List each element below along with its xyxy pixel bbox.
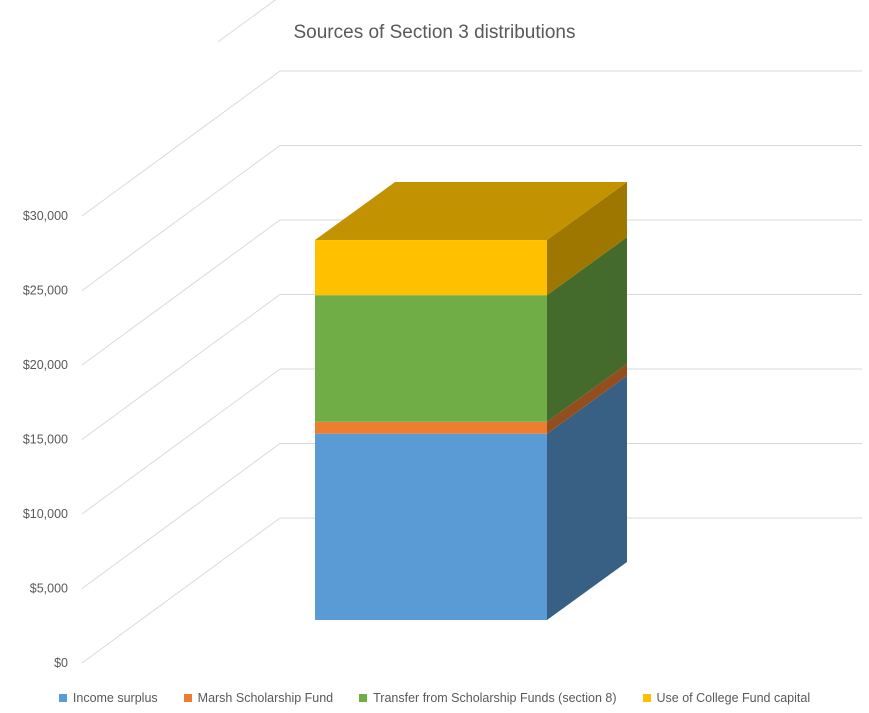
gridline-depth-2: [81, 368, 281, 515]
legend-swatch: [642, 694, 651, 702]
bar-segment-1: [315, 421, 547, 434]
legend-swatch: [183, 694, 192, 702]
y-tick-label: $20,000: [23, 358, 68, 372]
bar-top-3: [315, 182, 627, 241]
bar-side-2: [547, 237, 627, 422]
bar-segment-0: [315, 433, 547, 620]
bar-segment-2: [315, 295, 547, 422]
bar-side-3: [547, 182, 627, 296]
y-tick-label: $30,000: [23, 209, 68, 223]
y-tick-label: $15,000: [23, 433, 68, 447]
gridline-depth-0: [81, 517, 281, 664]
y-tick-label: $5,000: [30, 582, 68, 596]
legend-item: Marsh Scholarship Fund: [183, 691, 334, 705]
legend-label: Marsh Scholarship Fund: [197, 691, 334, 705]
y-tick-label: $0: [54, 656, 68, 670]
legend: Income surplus Marsh Scholarship Fund Tran…: [0, 688, 869, 708]
gridline-depth-6: [81, 70, 281, 217]
legend-item: Use of College Fund capital: [642, 691, 811, 705]
legend-swatch: [58, 694, 67, 702]
gridline-top-depth: [217, 0, 277, 43]
gridline-depth-3: [81, 294, 281, 440]
y-tick-label: $10,000: [23, 507, 68, 521]
gridline-depth-4: [81, 219, 281, 366]
legend-item: Income surplus: [58, 691, 158, 705]
legend-label: Income surplus: [72, 691, 158, 705]
gridline-depth-1: [81, 443, 281, 589]
bar-side-0: [547, 375, 627, 620]
legend-swatch: [359, 694, 368, 702]
gridline-depth-5: [81, 145, 281, 291]
bar-side-1: [547, 363, 627, 434]
y-tick-label: $25,000: [23, 284, 68, 298]
chart-title: Sources of Section 3 distributions: [293, 22, 576, 43]
legend-label: Transfer from Scholarship Funds (section…: [373, 691, 617, 705]
bar-segment-3: [315, 240, 547, 296]
legend-label: Use of College Fund capital: [656, 691, 811, 705]
legend-item: Transfer from Scholarship Funds (section…: [359, 691, 617, 705]
